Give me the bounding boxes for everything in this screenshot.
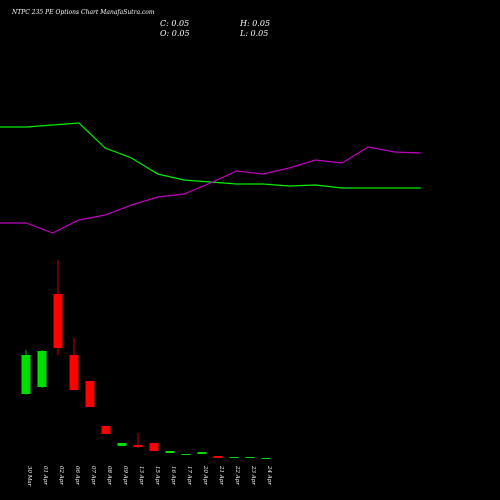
x-tick-label: 24 Apr [266,465,272,485]
candle-body [229,457,239,458]
x-tick-label: 07 Apr [90,466,96,485]
candle-body [53,294,63,348]
candle-body [197,452,207,454]
x-tick-label: 08 Apr [106,466,112,485]
x-tick-label: 20 Apr [202,465,208,485]
candle-body [21,355,31,394]
candle-body [101,426,111,434]
x-tick-label: 15 Apr [154,466,160,485]
candle-body [37,351,47,387]
candle-body [165,451,175,453]
x-tick-label: 01 Apr [42,466,48,485]
open-label: O: 0.05 [160,29,190,38]
x-tick-label: 09 Apr [122,466,128,485]
candle-body [117,443,127,446]
candle-body [245,457,255,458]
x-tick-label: 13 Apr [138,466,144,485]
candle-body [181,454,191,455]
candle-body [149,443,159,451]
candle-body [85,381,95,407]
x-tick-label: 02 Apr [58,466,64,485]
x-tick-label: 17 Apr [186,466,192,485]
low-label: L: 0.05 [239,29,268,38]
x-tick-label: 22 Apr [234,465,240,485]
close-label: C: 0.05 [160,19,189,28]
high-label: H: 0.05 [239,19,270,28]
indicator-line [0,146,421,234]
indicator-line [0,122,421,189]
candle-body [133,445,143,447]
chart-title: NTPC 235 PE Options Chart ManafaSutra.co… [11,9,155,16]
x-tick-label: 30 Mar [26,466,32,487]
candle-body [69,355,79,390]
candle-body [213,456,223,458]
x-tick-label: 21 Apr [218,465,224,485]
x-tick-label: 23 Apr [250,465,256,485]
x-tick-label: 16 Apr [170,466,176,485]
candle-body [261,458,271,459]
x-tick-label: 06 Apr [74,466,80,485]
